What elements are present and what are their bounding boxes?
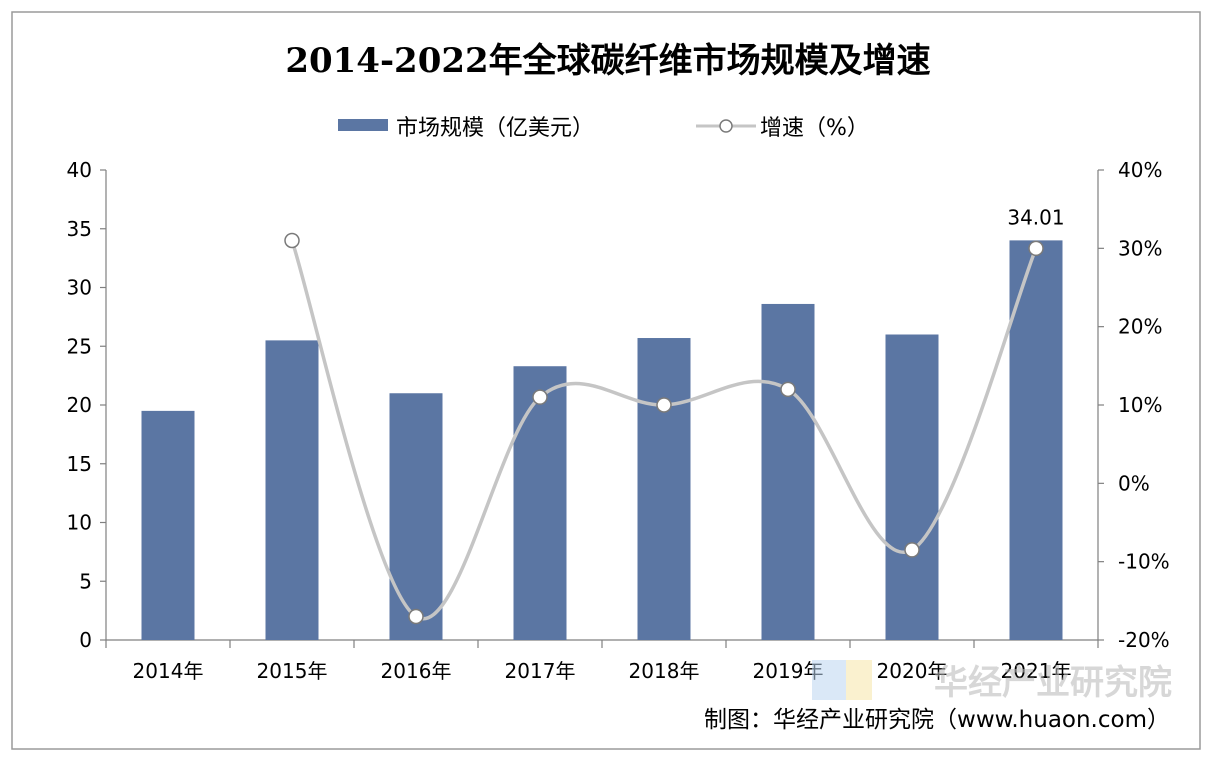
y-left-tick-label: 10 — [67, 511, 92, 535]
watermark: 华经产业研究院 — [812, 660, 1172, 703]
legend-bar-swatch — [338, 119, 388, 131]
legend: 市场规模（亿美元） 增速（%） — [338, 116, 869, 141]
bar — [389, 393, 443, 640]
y-right-tick-label: 30% — [1118, 236, 1162, 260]
y-left-tick-label: 40 — [67, 158, 92, 182]
growth-point — [284, 232, 300, 249]
bar — [885, 334, 939, 640]
y-right-tick-label: 10% — [1118, 393, 1162, 417]
tick-labels: 0 5 10 15 20 25 30 35 40 -20% -10% 0% 10% 20% 30% 40% 20… — [67, 158, 1170, 683]
legend-line-label: 增速（%） — [760, 116, 869, 141]
chart-frame — [11, 11, 1201, 750]
bar — [637, 338, 691, 640]
y-right-tick-label: -20% — [1118, 628, 1170, 652]
legend-line-marker — [719, 119, 733, 133]
growth-point — [780, 381, 796, 398]
bar — [761, 303, 815, 640]
x-tick-label: 2018年 — [629, 659, 700, 683]
line-series — [284, 232, 1044, 625]
x-tick-label: 2021年 — [1001, 659, 1072, 683]
growth-point — [532, 389, 548, 405]
x-tick-label: 2020年 — [877, 659, 948, 683]
chart-title: 2014-2022年全球碳纤维市场规模及增速 — [285, 41, 930, 81]
data-label: 34.01 — [1007, 205, 1064, 229]
bar-series — [141, 240, 1063, 640]
x-tick-label: 2015年 — [257, 659, 328, 683]
growth-point — [656, 397, 672, 413]
y-right-tick-label: 20% — [1118, 315, 1162, 339]
growth-point — [408, 608, 424, 625]
x-tick-label: 2019年 — [753, 659, 824, 683]
watermark-text: 华经产业研究院 — [934, 663, 1172, 703]
y-left-tick-label: 15 — [67, 452, 92, 476]
x-tick-label: 2014年 — [133, 659, 204, 683]
y-left-tick-label: 35 — [67, 217, 92, 241]
bar — [513, 366, 567, 640]
bar — [1009, 240, 1063, 640]
y-left-tick-label: 5 — [79, 569, 92, 593]
watermark-logo-blue — [812, 660, 846, 700]
x-tick-label: 2016年 — [381, 659, 452, 683]
y-right-tick-label: 40% — [1118, 158, 1162, 182]
bar — [265, 340, 319, 640]
legend-bar-label: 市场规模（亿美元） — [396, 116, 594, 141]
source-note: 制图：华经产业研究院（www.huaon.com） — [704, 707, 1170, 733]
y-left-tick-label: 0 — [79, 628, 92, 652]
y-left-tick-label: 25 — [67, 334, 92, 358]
y-right-tick-label: 0% — [1118, 471, 1150, 495]
bar — [141, 410, 195, 640]
y-left-tick-label: 30 — [67, 276, 92, 300]
y-left-tick-label: 20 — [67, 393, 92, 417]
x-tick-label: 2017年 — [505, 659, 576, 683]
growth-point — [1028, 240, 1044, 257]
growth-point — [904, 542, 920, 558]
y-right-tick-label: -10% — [1118, 550, 1170, 574]
watermark-logo-yellow — [846, 660, 872, 700]
